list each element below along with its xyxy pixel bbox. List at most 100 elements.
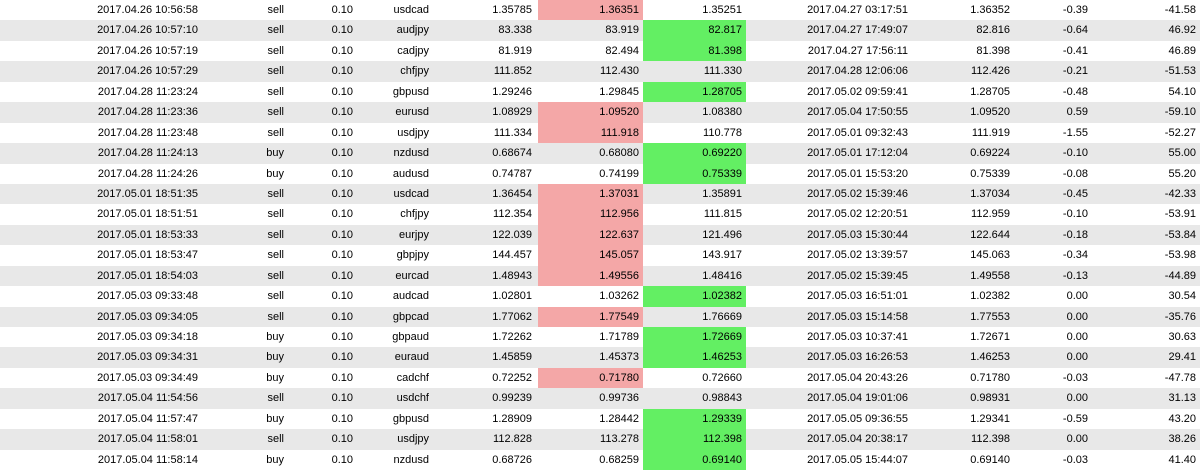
order-type-cell: sell: [267, 24, 284, 37]
commission-cell: -1.55: [1062, 126, 1088, 139]
close-price-cell: 1.29341: [970, 412, 1010, 425]
commission-cell: -0.41: [1062, 44, 1088, 57]
profit-cell: 54.10: [1168, 85, 1196, 98]
take-profit-cell: 1.29339: [643, 408, 746, 430]
table-row[interactable]: 2017.05.04 11:57:47 buy 0.10 gbpusd 1.28909 1…: [0, 408, 1200, 430]
profit-cell: 38.26: [1168, 433, 1196, 446]
order-type-cell: sell: [267, 290, 284, 303]
lot-size-cell: 0.10: [331, 85, 353, 98]
table-row[interactable]: 2017.05.01 18:54:03 sell 0.10 eurcad 1.48943…: [0, 265, 1200, 287]
close-price-cell: 0.98931: [970, 392, 1010, 405]
commission-cell: 0.00: [1066, 351, 1088, 364]
table-row[interactable]: 2017.04.28 11:24:13 buy 0.10 nzdusd 0.68674 0…: [0, 143, 1200, 164]
open-price-cell: 1.02801: [492, 290, 532, 303]
open-price-cell: 1.35785: [492, 4, 532, 16]
symbol-cell: gbpusd: [392, 412, 429, 425]
open-time-cell: 2017.05.01 18:53:33: [97, 228, 198, 241]
open-time-cell: 2017.04.28 11:23:36: [97, 106, 198, 119]
close-price-cell: 1.36352: [970, 4, 1010, 16]
stop-loss-cell: 113.278: [600, 433, 639, 446]
take-profit-cell: 1.28705: [643, 81, 746, 103]
stop-loss-cell: 1.03262: [599, 290, 639, 303]
lot-size-cell: 0.10: [331, 167, 353, 180]
open-time-cell: 2017.05.04 11:58:01: [97, 433, 198, 446]
stop-loss-cell: 1.36351: [538, 0, 643, 21]
take-profit-cell: 0.69140: [643, 449, 746, 470]
commission-cell: 0.00: [1066, 310, 1088, 323]
table-row[interactable]: 2017.05.01 18:51:35 sell 0.10 usdcad 1.36454…: [0, 183, 1200, 205]
take-profit-cell: 110.778: [703, 126, 742, 139]
lot-size-cell: 0.10: [331, 228, 353, 241]
order-type-cell: buy: [266, 371, 284, 384]
lot-size-cell: 0.10: [331, 310, 353, 323]
table-row[interactable]: 2017.05.01 18:53:47 sell 0.10 gbpjpy 144.457…: [0, 245, 1200, 266]
table-row[interactable]: 2017.05.03 09:34:18 buy 0.10 gbpaud 1.72262 1…: [0, 327, 1200, 348]
profit-cell: -41.58: [1164, 4, 1196, 16]
take-profit-cell: 82.817: [643, 20, 746, 41]
close-price-cell: 1.49558: [970, 269, 1010, 282]
table-row[interactable]: 2017.05.03 09:34:05 sell 0.10 gbpcad 1.77062…: [0, 306, 1200, 327]
table-row[interactable]: 2017.05.03 09:33:48 sell 0.10 audcad 1.02801…: [0, 286, 1200, 307]
table-row[interactable]: 2017.05.01 18:51:51 sell 0.10 chfjpy 112.354…: [0, 204, 1200, 225]
close-price-cell: 0.69140: [970, 453, 1010, 466]
open-price-cell: 0.99239: [492, 392, 532, 405]
take-profit-cell: 143.917: [702, 249, 742, 262]
take-profit-cell: 0.75339: [643, 163, 746, 184]
table-row[interactable]: 2017.04.28 11:23:24 sell 0.10 gbpusd 1.29246…: [0, 81, 1200, 103]
open-price-cell: 111.334: [493, 126, 532, 139]
open-time-cell: 2017.04.28 11:24:13: [97, 147, 198, 160]
open-price-cell: 1.48943: [492, 269, 532, 282]
commission-cell: -0.34: [1062, 249, 1088, 262]
table-row[interactable]: 2017.04.26 10:56:58 sell 0.10 usdcad 1.35785…: [0, 0, 1200, 21]
open-time-cell: 2017.04.26 10:57:19: [97, 44, 198, 57]
table-row[interactable]: 2017.04.26 10:57:29 sell 0.10 chfjpy 111.852…: [0, 61, 1200, 82]
lot-size-cell: 0.10: [331, 126, 353, 139]
table-row[interactable]: 2017.05.04 11:58:14 buy 0.10 nzdusd 0.68726 0…: [0, 449, 1200, 470]
take-profit-cell: 1.35251: [702, 4, 742, 16]
table-row[interactable]: 2017.04.26 10:57:10 sell 0.10 audjpy 83.338 8…: [0, 20, 1200, 41]
table-row[interactable]: 2017.04.28 11:24:26 buy 0.10 audusd 0.74787 0…: [0, 163, 1200, 184]
table-row[interactable]: 2017.05.01 18:53:33 sell 0.10 eurjpy 122.039…: [0, 224, 1200, 246]
commission-cell: 0.00: [1066, 331, 1088, 343]
order-type-cell: buy: [266, 453, 284, 466]
profit-cell: 30.54: [1168, 290, 1196, 303]
stop-loss-cell: 1.77549: [538, 306, 643, 327]
lot-size-cell: 0.10: [331, 249, 353, 262]
open-price-cell: 81.919: [498, 44, 532, 57]
profit-cell: -53.91: [1164, 208, 1196, 221]
commission-cell: -0.13: [1062, 269, 1088, 282]
table-row[interactable]: 2017.04.28 11:23:36 sell 0.10 eurusd 1.08929…: [0, 102, 1200, 123]
close-price-cell: 0.75339: [970, 167, 1010, 180]
table-row[interactable]: 2017.04.26 10:57:19 sell 0.10 cadjpy 81.919 8…: [0, 40, 1200, 62]
table-row[interactable]: 2017.04.28 11:23:48 sell 0.10 usdjpy 111.334…: [0, 122, 1200, 144]
stop-loss-cell: 83.919: [605, 24, 639, 37]
open-time-cell: 2017.04.28 11:23:48: [97, 126, 198, 139]
close-time-cell: 2017.05.03 10:37:41: [807, 331, 908, 343]
symbol-cell: gbpaud: [392, 331, 429, 343]
close-price-cell: 1.02382: [970, 290, 1010, 303]
close-time-cell: 2017.04.27 03:17:51: [807, 4, 908, 16]
order-type-cell: sell: [267, 249, 284, 262]
close-price-cell: 81.398: [976, 44, 1010, 57]
take-profit-cell: 1.02382: [643, 286, 746, 307]
symbol-cell: nzdusd: [393, 453, 429, 466]
profit-cell: -51.53: [1164, 65, 1196, 78]
open-price-cell: 1.28909: [492, 412, 532, 425]
close-time-cell: 2017.05.02 13:39:57: [807, 249, 908, 262]
table-row[interactable]: 2017.05.03 09:34:49 buy 0.10 cadchf 0.72252 0…: [0, 367, 1200, 389]
symbol-cell: usdjpy: [397, 126, 429, 139]
table-row[interactable]: 2017.05.04 11:58:01 sell 0.10 usdjpy 112.828…: [0, 429, 1200, 450]
table-row[interactable]: 2017.05.04 11:54:56 sell 0.10 usdchf 0.99239…: [0, 388, 1200, 409]
open-price-cell: 111.852: [493, 65, 532, 78]
open-price-cell: 1.29246: [492, 85, 532, 98]
profit-cell: 46.92: [1168, 24, 1196, 37]
open-time-cell: 2017.04.26 10:56:58: [97, 4, 198, 16]
table-row[interactable]: 2017.05.03 09:34:31 buy 0.10 euraud 1.45859 1…: [0, 347, 1200, 368]
open-price-cell: 0.74787: [492, 167, 532, 180]
close-time-cell: 2017.04.27 17:56:11: [807, 44, 908, 57]
symbol-cell: eurusd: [395, 106, 429, 119]
close-price-cell: 1.77553: [970, 310, 1010, 323]
take-profit-cell: 1.72669: [643, 327, 746, 348]
take-profit-cell: 0.69220: [643, 143, 746, 164]
